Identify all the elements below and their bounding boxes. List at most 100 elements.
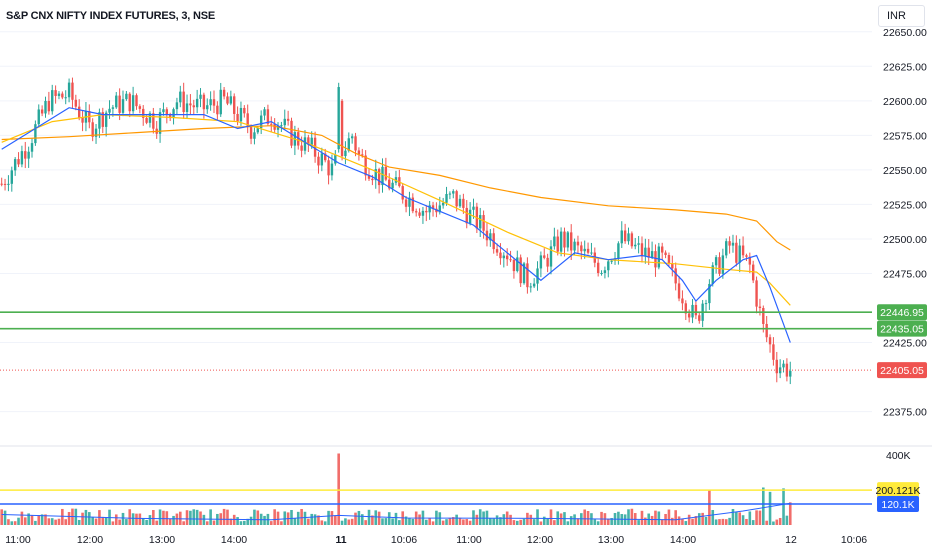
candle <box>637 243 640 245</box>
candle <box>381 166 384 186</box>
candle <box>374 169 377 181</box>
candle <box>681 298 684 304</box>
candle <box>704 303 708 305</box>
volume-bar <box>337 453 340 525</box>
volume-bar <box>468 520 472 525</box>
grid <box>0 31 932 447</box>
candle <box>452 191 455 194</box>
volume-bar <box>236 517 239 525</box>
candle <box>371 178 374 181</box>
candle <box>566 232 570 248</box>
volume-bar <box>387 512 391 525</box>
volume-bar <box>44 514 47 525</box>
volume-bar <box>438 512 442 525</box>
volume-bar <box>718 519 721 525</box>
candle <box>206 105 209 110</box>
time-tick-label: 14:00 <box>221 534 247 546</box>
volume-bar <box>313 514 317 525</box>
candle <box>728 241 731 246</box>
volume-bar <box>54 519 57 525</box>
candle <box>711 265 714 284</box>
candle <box>762 308 765 324</box>
chart-title: S&P CNX NIFTY INDEX FUTURES, 3, NSE <box>6 10 215 22</box>
volume-lines <box>1 502 791 521</box>
volume-bar <box>681 518 684 525</box>
volume-bar <box>502 514 506 525</box>
candle <box>411 197 415 212</box>
volume-bar <box>549 509 553 525</box>
volume-bar <box>637 520 640 525</box>
candle <box>421 210 425 216</box>
volume-tick-label: 400K <box>886 450 911 462</box>
candle <box>576 241 580 246</box>
volume-bar <box>374 510 378 525</box>
volume-bar <box>357 510 361 525</box>
candle <box>344 150 347 157</box>
candle <box>664 252 667 256</box>
volume-bar <box>768 491 772 525</box>
volume-bar <box>3 510 7 525</box>
candle <box>661 246 664 253</box>
volume-bar <box>714 519 718 525</box>
price-badge <box>877 362 927 379</box>
candle <box>94 128 98 137</box>
volume-bar <box>441 520 445 525</box>
volume-bar <box>155 520 159 525</box>
candle <box>441 202 445 206</box>
volume-bar <box>50 518 54 525</box>
time-tick-label: 11:00 <box>5 534 31 546</box>
candle <box>529 286 532 288</box>
candle <box>222 89 226 97</box>
candle <box>630 233 634 247</box>
price-tick-label: 22500.00 <box>883 234 927 246</box>
volume-bar <box>239 521 243 525</box>
candle <box>71 82 74 100</box>
candle <box>44 100 47 114</box>
candle <box>738 245 741 263</box>
volume-bar <box>256 510 260 525</box>
candle <box>765 323 768 338</box>
candle <box>671 263 674 269</box>
candle <box>182 91 185 112</box>
volume-bar <box>209 509 212 525</box>
candle <box>640 243 644 257</box>
candle <box>583 248 586 252</box>
volume-bar <box>253 509 256 525</box>
currency-selector[interactable]: INR <box>878 5 925 27</box>
volume-bar <box>199 511 202 525</box>
volume-bar <box>360 514 364 525</box>
candle <box>634 244 637 247</box>
volume-bar <box>566 521 570 525</box>
volume-bar <box>755 510 758 525</box>
candle <box>479 215 482 229</box>
volume-bar <box>751 520 755 525</box>
candle <box>768 337 772 345</box>
volume-bar <box>489 518 492 525</box>
time-tick-label: 13:00 <box>149 534 175 546</box>
volume-bar <box>61 508 64 525</box>
volume-bar <box>23 517 27 525</box>
volume-bar <box>627 509 630 525</box>
candle <box>563 231 566 248</box>
candle <box>755 280 758 307</box>
candle <box>543 255 546 258</box>
candle <box>489 233 492 241</box>
volume-bar <box>606 518 610 525</box>
volume-bar <box>350 518 354 525</box>
candle <box>532 283 536 287</box>
candle <box>522 263 526 284</box>
candle <box>775 359 778 374</box>
candle <box>175 102 179 110</box>
candle <box>239 107 243 122</box>
time-tick-label: 13:00 <box>598 534 624 546</box>
volume-badge <box>877 482 919 499</box>
volume-bar <box>519 519 522 525</box>
time-tick-label: 12:00 <box>527 534 553 546</box>
candle <box>209 99 212 106</box>
volume-bar <box>475 514 479 525</box>
volume-ema-line <box>1 502 791 521</box>
candle <box>128 93 131 112</box>
candle <box>219 89 222 115</box>
price-badge <box>877 304 927 321</box>
